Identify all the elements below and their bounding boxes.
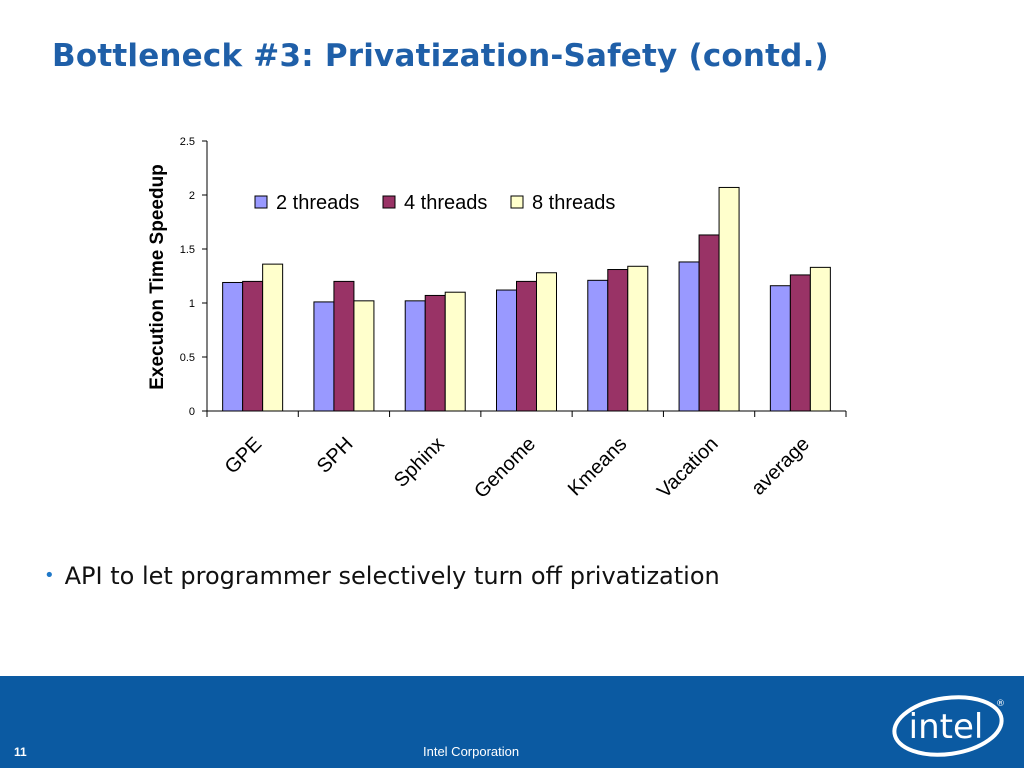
y-tick-label: 0 [189,406,195,418]
slide-title: Bottleneck #3: Privatization-Safety (con… [52,38,829,74]
y-tick-labels: 0 0.5 1 1.5 2 2.5 [180,136,195,418]
y-tick-label: 1.5 [180,244,195,256]
y-tick-label: 0.5 [180,352,195,364]
bullet-dot-icon: • [44,564,55,586]
y-tick-label: 1 [189,298,195,310]
x-tick-label: Kmeans [564,433,631,500]
x-tick-label: GPE [221,433,266,478]
bar-sph-2-threads [313,301,335,412]
bar-vacation-8-threads [718,186,740,412]
logo-text: intel [909,707,984,747]
x-tick-label: Vacation [653,433,723,503]
bar-gpe-4-threads [242,280,264,412]
x-tick-labels: GPE SPH Sphinx Genome Kmeans Vacation average [221,433,814,503]
page-number: 11 [14,745,27,759]
bar-sphinx-2-threads [404,300,426,412]
y-tick-label: 2.5 [180,136,195,148]
bar-gpe-2-threads [222,281,244,412]
x-tick-label: SPH [313,433,358,478]
x-tick-label: Genome [470,433,540,503]
bar-kmeans-8-threads [627,265,649,412]
bullet-text: API to let programmer selectively turn o… [64,562,720,590]
bar-average-8-threads [809,266,831,412]
bar-sphinx-8-threads [444,291,466,412]
bar-genome-8-threads [536,272,557,412]
legend-swatch [510,195,524,209]
bar-sphinx-4-threads [424,294,446,412]
bar-average-4-threads [789,274,811,412]
y-tick-label: 2 [189,190,195,202]
bar-vacation-4-threads [698,234,720,412]
bar-genome-4-threads [516,280,537,412]
bar-average-2-threads [769,285,791,412]
footer-company: Intel Corporation [423,744,520,759]
bar-sph-8-threads [353,300,375,412]
bar-kmeans-4-threads [607,269,629,412]
y-axis-label: Execution Time Speedup [147,164,168,390]
legend-swatch [254,195,268,209]
svg-text:®: ® [996,699,1005,709]
bar-gpe-8-threads [262,263,284,412]
speedup-bar-chart: 0 0.5 1 1.5 2 2.5 GPE SPH Sphinx Genome Kmeans Vac… [147,136,847,503]
bar-kmeans-2-threads [587,279,609,412]
bullet-item: • API to let programmer selectively turn… [44,562,720,590]
bar-genome-2-threads [496,289,517,412]
x-tick-label: average [747,433,814,500]
x-tick-label: Sphinx [390,433,449,492]
chart-bars [222,186,831,412]
chart-legend: 2 threads 4 threads 8 threads [254,192,615,214]
legend-label: 2 threads [276,192,359,214]
legend-label: 8 threads [532,192,615,214]
legend-swatch [382,195,396,209]
legend-label: 4 threads [404,192,487,214]
bar-sph-4-threads [333,280,355,412]
footer-bar: 11 Intel Corporation intel ® [0,676,1024,768]
intel-logo-icon: intel ® [892,695,1005,757]
bar-vacation-2-threads [678,261,700,412]
